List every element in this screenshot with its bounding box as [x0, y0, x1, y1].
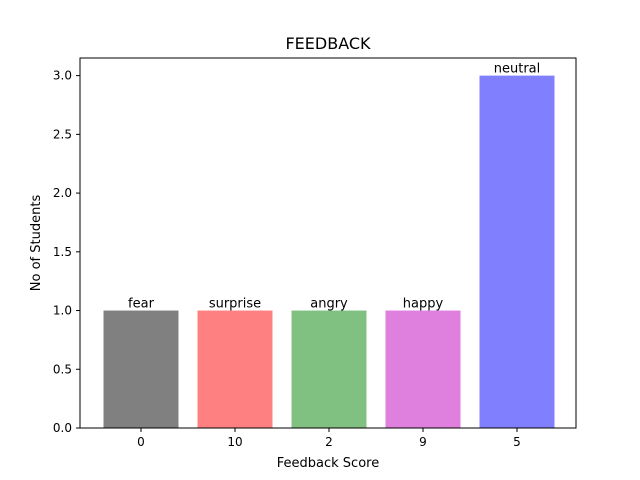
bar-fear — [103, 310, 179, 428]
y-tick-label-1.0: 1.0 — [53, 304, 72, 318]
y-tick-label-2.0: 2.0 — [53, 186, 72, 200]
bar-label-surprise: surprise — [209, 297, 261, 312]
y-tick-label-2.5: 2.5 — [53, 127, 72, 141]
bar-happy — [385, 310, 461, 428]
x-tick-label-9: 9 — [419, 435, 427, 449]
bar-label-happy: happy — [403, 297, 444, 312]
chart-title: FEEDBACK — [285, 34, 371, 53]
bar-neutral — [479, 75, 555, 428]
plot-frame — [79, 57, 577, 429]
y-axis-label: No of Students — [29, 195, 44, 292]
x-tick-label-10: 10 — [227, 435, 242, 449]
y-tick-label-1.5: 1.5 — [53, 245, 72, 259]
y-tick-label-0.5: 0.5 — [53, 362, 72, 376]
x-tick-label-5: 5 — [513, 435, 521, 449]
bar-label-angry: angry — [310, 297, 348, 312]
x-tick-label-0: 0 — [137, 435, 145, 449]
bar-labels-group: fear surprise angry happy neutral — [128, 62, 540, 312]
x-axis-label: Feedback Score — [277, 456, 379, 471]
bars-group — [103, 75, 555, 428]
x-tick-label-2: 2 — [325, 435, 333, 449]
bar-angry — [291, 310, 367, 428]
bar-surprise — [197, 310, 273, 428]
x-axis-ticks: 0 10 2 9 5 — [137, 428, 521, 449]
y-tick-label-0.0: 0.0 — [53, 421, 72, 435]
y-tick-label-3.0: 3.0 — [53, 69, 72, 83]
bar-label-fear: fear — [128, 297, 155, 312]
y-axis-ticks: 0.0 0.5 1.0 1.5 2.0 2.5 3.0 — [53, 69, 80, 435]
bar-label-neutral: neutral — [494, 62, 541, 77]
